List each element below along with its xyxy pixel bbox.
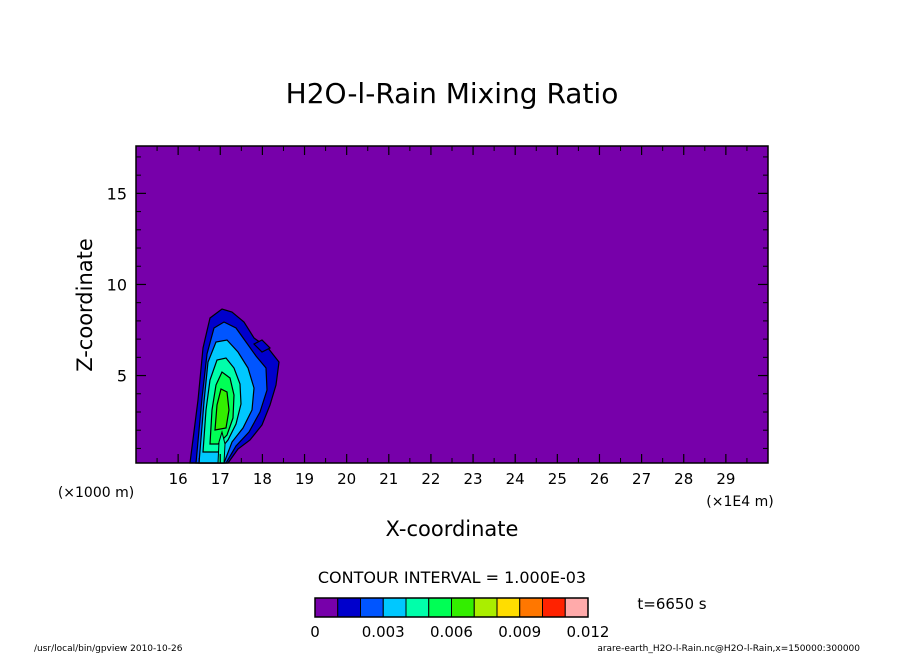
- colorbar-tick-label: 0.003: [362, 623, 405, 641]
- colorbar-swatch: [360, 597, 384, 618]
- y-unit-label: (×1000 m): [58, 485, 134, 501]
- footer-left: /usr/local/bin/gpview 2010-10-26: [34, 644, 183, 654]
- y-tick-label: 15: [107, 184, 127, 203]
- colorbar-tick-label: 0.006: [430, 623, 473, 641]
- colorbar-swatch: [382, 597, 407, 618]
- colorbar-swatch: [496, 597, 521, 618]
- contour-level-6: [214, 388, 230, 431]
- x-tick-label: 22: [421, 470, 440, 488]
- y-tick-label: 10: [107, 275, 127, 294]
- footer-right: arare-earth_H2O-l-Rain.nc@H2O-l-Rain,x=1…: [597, 644, 860, 654]
- colorbar-swatch: [519, 597, 543, 618]
- colorbar-swatch: [473, 597, 498, 618]
- colorbar-swatch: [405, 597, 430, 618]
- colorbar-swatch: [337, 597, 361, 618]
- colorbar-tick-label: 0.012: [567, 623, 610, 641]
- x-tick-label: 20: [337, 470, 356, 488]
- colorbar-tick-label: 0.009: [498, 623, 541, 641]
- colorbar-swatch: [451, 597, 475, 618]
- x-tick-label: 29: [716, 470, 735, 488]
- contour-small-patch: [252, 339, 272, 353]
- x-tick-label: 28: [674, 470, 693, 488]
- y-axis-title: Z-coordinate: [73, 238, 97, 372]
- y-axis: 5 10 15: [107, 156, 768, 449]
- contour-interval-label: CONTOUR INTERVAL = 1.000E-03: [318, 568, 586, 587]
- colorbar-tick-label: 0: [310, 623, 320, 641]
- x-tick-label: 21: [379, 470, 398, 488]
- x-tick-label: 27: [632, 470, 651, 488]
- x-tick-label: 25: [548, 470, 567, 488]
- colorbar-swatch: [542, 597, 566, 618]
- x-tick-label: 17: [211, 470, 230, 488]
- colorbar-swatch: [564, 597, 589, 618]
- colorbar: 0 0.003 0.006 0.009 0.012: [310, 597, 610, 641]
- x-axis-title: X-coordinate: [386, 517, 519, 541]
- y-tick-label: 5: [117, 367, 127, 386]
- x-tick-label: 16: [169, 470, 188, 488]
- x-tick-label: 26: [590, 470, 609, 488]
- x-tick-label: 23: [464, 470, 483, 488]
- x-unit-label: (×1E4 m): [706, 494, 773, 510]
- x-tick-label: 24: [506, 470, 525, 488]
- rain-shaft-contours: [189, 308, 280, 464]
- x-tick-label: 18: [253, 470, 272, 488]
- colorbar-swatch: [314, 597, 339, 618]
- colorbar-frame: [314, 597, 589, 618]
- colorbar-swatch: [428, 597, 452, 618]
- time-label: t=6650 s: [637, 595, 706, 613]
- x-tick-label: 19: [295, 470, 314, 488]
- x-axis: 16 17 18 19 20 21 22 23 24 25 26 27 28 29: [156, 146, 748, 488]
- chart-title: H2O-l-Rain Mixing Ratio: [286, 77, 619, 110]
